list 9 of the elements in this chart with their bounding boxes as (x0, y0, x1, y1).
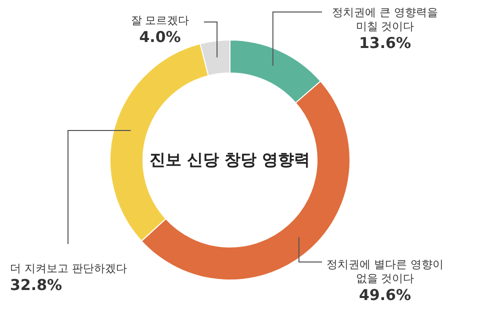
slice-label: 더 지켜보고 판단하겠다 (10, 262, 128, 276)
slice-label: 정치권에 별다른 영향이 없을 것이다 (326, 258, 444, 286)
data-label: 4.0% (138, 28, 182, 46)
data-label: 13.6% (358, 34, 412, 52)
data-label: 49.6% (358, 286, 412, 304)
text: 진보 신당 창당 영향력 (150, 150, 310, 170)
slice-label: 정치권에 큰 영향력을 미칠 것이다 (331, 6, 439, 34)
data-label: 32.8% (10, 276, 64, 294)
slice-label: 잘 모르겠다 (130, 14, 190, 28)
